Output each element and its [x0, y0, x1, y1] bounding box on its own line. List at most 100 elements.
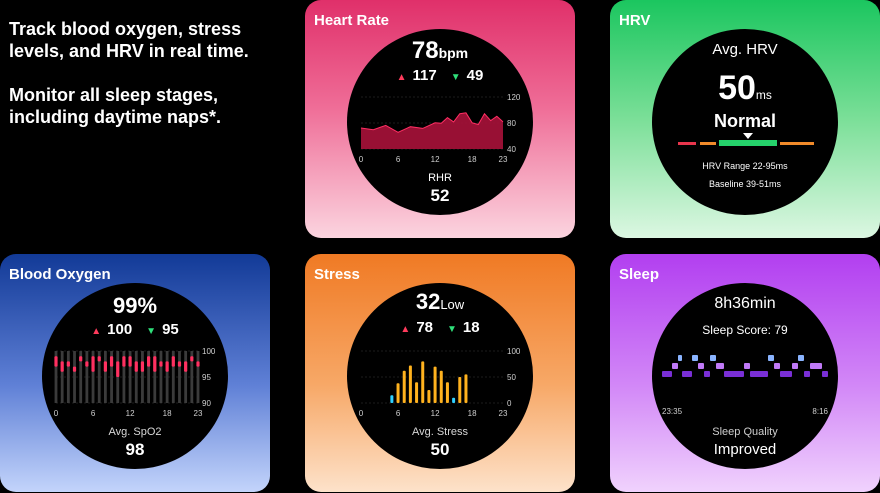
spo2-bar: [116, 361, 120, 377]
spo2-bg-bar: [153, 351, 157, 403]
hrv-label: Avg. HRV: [712, 41, 778, 58]
spo2-bar: [91, 356, 95, 372]
spo2-x-tick: 23: [194, 409, 203, 418]
sleep-stage-block: [698, 363, 704, 369]
down-triangle-icon: ▼: [450, 72, 461, 83]
sleep-duration: 8h36min: [714, 295, 776, 312]
stress-level: Low: [440, 297, 465, 312]
heart-rate-card[interactable]: Heart Rate 78bpm ▲ 117 ▼ 49 120 80 40 0 6 12 18 23…: [305, 0, 575, 238]
spo2-bar: [171, 356, 175, 367]
down-triangle-icon: ▼: [447, 324, 457, 335]
stress-bar: [439, 370, 443, 403]
sleep-stage-block: [768, 355, 774, 361]
hr-y-tick: 40: [507, 145, 516, 154]
spo2-y-tick: 90: [202, 399, 211, 408]
spo2-bg-bar: [73, 351, 76, 403]
sleep-stage-block: [682, 371, 692, 377]
stress-x-tick: 12: [431, 409, 440, 418]
hr-x-tick: 18: [468, 155, 477, 164]
hrv-value: 50ms: [652, 69, 838, 108]
hrv-card[interactable]: HRV Avg. HRV 50ms Normal HRV Range 22-95…: [610, 0, 880, 238]
hrv-baseline: Baseline 39-51ms: [708, 179, 782, 189]
stress-x-tick: 23: [499, 409, 508, 418]
spo2-x-tick: 6: [91, 409, 96, 418]
spo2-bar: [159, 361, 163, 367]
blood-oxygen-value: 99%: [112, 293, 158, 318]
spo2-bar: [54, 356, 58, 367]
spo2-bar: [103, 361, 107, 372]
hrv-range: HRV Range 22-95ms: [702, 161, 788, 171]
heart-rate-min: 49: [466, 67, 484, 84]
stress-bar: [421, 361, 425, 403]
stress-bar: [458, 377, 462, 403]
hrv-scale-normal: [719, 140, 777, 146]
hrv-scale-mid-left: [700, 142, 716, 145]
spo2-y-tick: 100: [202, 347, 216, 356]
spo2-bar: [140, 361, 145, 372]
spo2-bar: [109, 356, 114, 367]
spo2-bg-bar: [190, 351, 194, 403]
up-triangle-icon: ▲: [396, 72, 407, 83]
stress-y-tick: 100: [507, 347, 521, 356]
sleep-dial: 8h36min Sleep Score: 79 23:35 8:16 Sleep…: [652, 283, 838, 469]
sleep-stage-block: [822, 371, 828, 377]
spo2-bg-bar: [97, 351, 101, 403]
sleep-quality-label: Sleep Quality: [712, 426, 778, 438]
blood-oxygen-chart: 100 95 90 0 6 12 18 23: [54, 347, 216, 418]
sleep-stage-block: [750, 371, 768, 377]
spo2-bar: [190, 356, 194, 362]
stress-value: 32Low: [347, 289, 533, 315]
spo2-bar: [134, 361, 138, 372]
intro-text: Track blood oxygen, stress levels, and H…: [9, 18, 299, 128]
rhr-label: RHR: [428, 172, 452, 184]
hrv-scale-mid-right: [780, 142, 814, 145]
spo2-bar: [184, 361, 188, 372]
stress-max: 78: [416, 319, 433, 336]
spo2-y-tick: 95: [202, 373, 211, 382]
spo2-bar: [177, 361, 182, 367]
spo2-bar: [128, 356, 132, 367]
sleep-quality-value: Improved: [713, 441, 777, 458]
sleep-end-time: 8:16: [812, 407, 828, 416]
stress-bar: [415, 382, 419, 403]
spo2-bg-bar: [196, 351, 200, 403]
hrv-dial: Avg. HRV 50ms Normal HRV Range 22-95ms B…: [652, 29, 838, 215]
spo2-bar: [196, 361, 200, 367]
stress-bar: [433, 366, 437, 403]
stress-number: 32: [415, 289, 441, 314]
stress-bar: [427, 390, 431, 403]
blood-oxygen-card[interactable]: Blood Oxygen 99% ▲ 100 ▼ 95 100 95 90 0 6 12 18 23…: [0, 254, 270, 492]
stress-bar: [464, 374, 468, 403]
heart-rate-chart: 120 80 40 0 6 12 18 23: [359, 93, 521, 164]
stress-bar: [396, 383, 400, 403]
hr-area: [361, 112, 503, 149]
spo2-bar: [60, 361, 64, 372]
spo2-bg-bar: [134, 351, 138, 403]
spo2-bar: [97, 356, 101, 362]
sleep-start-time: 23:35: [662, 407, 683, 416]
spo2-bar: [79, 356, 83, 362]
hr-x-tick: 23: [499, 155, 508, 164]
sleep-card[interactable]: Sleep 8h36min Sleep Score: 79 23:35 8:16…: [610, 254, 880, 492]
sleep-stage-block: [710, 355, 716, 361]
spo2-bar: [85, 361, 89, 367]
sleep-stages-chart: 23:35 8:16: [662, 355, 829, 416]
stress-dial: 32Low ▲ 78 ▼ 18 100 50 0 0 6 12 18 23 Avg. Stress …: [347, 283, 533, 469]
down-triangle-icon: ▼: [146, 326, 157, 337]
blood-oxygen-dial: 99% ▲ 100 ▼ 95 100 95 90 0 6 12 18 23 Avg. SpO2 98: [42, 283, 228, 469]
heart-rate-dial: 78bpm ▲ 117 ▼ 49 120 80 40 0 6 12 18 23 RHR 52: [347, 29, 533, 215]
stress-card[interactable]: Stress 32Low ▲ 78 ▼ 18 100 50 0 0 6 12 18 23 Avg. …: [305, 254, 575, 492]
spo2-bg-bar: [165, 351, 169, 403]
stress-y-tick: 0: [507, 399, 512, 408]
spo2-bg-bar: [122, 351, 126, 403]
spo2-bg-bar: [171, 351, 175, 403]
sleep-title: Sleep: [619, 266, 660, 283]
heart-rate-minmax: ▲ 117 ▼ 49: [347, 67, 533, 84]
up-triangle-icon: ▲: [91, 326, 102, 337]
hr-line: [360, 112, 504, 133]
spo2-bg-bar: [184, 351, 188, 403]
hrv-marker-icon: [743, 133, 753, 139]
sleep-stage-block: [798, 355, 804, 361]
spo2-x-tick: 0: [54, 409, 59, 418]
spo2-bg-bar: [54, 351, 58, 403]
